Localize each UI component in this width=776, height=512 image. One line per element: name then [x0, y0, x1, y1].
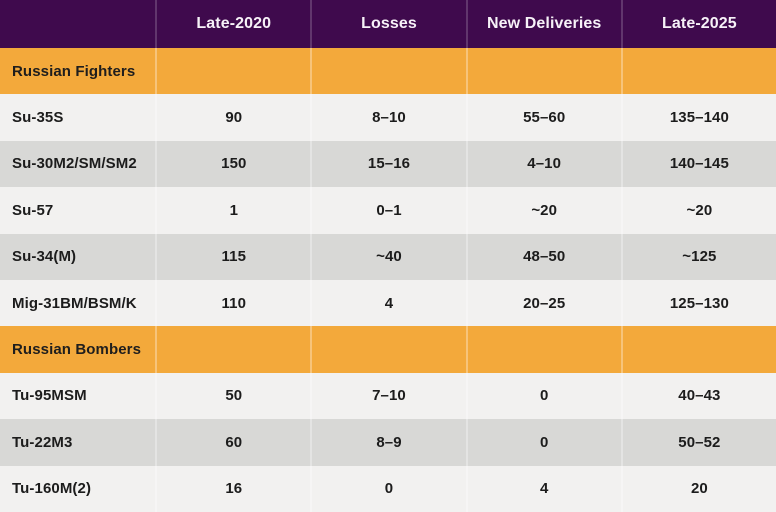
cell-value: 20 [620, 465, 776, 512]
column-header-late-2025: Late-2025 [620, 0, 776, 48]
section-header-spacer [310, 326, 466, 373]
cell-value: ~20 [465, 187, 621, 234]
cell-value: ~40 [310, 233, 466, 280]
row-label: Su-34(M) [0, 233, 156, 280]
section-header-spacer [155, 48, 311, 95]
row-label: Su-35S [0, 94, 156, 141]
cell-value: ~20 [620, 187, 776, 234]
cell-value: 4 [310, 280, 466, 327]
row-label: Tu-22M3 [0, 419, 156, 466]
cell-value: ~125 [620, 233, 776, 280]
cell-value: 4–10 [465, 140, 621, 188]
cell-value: 135–140 [620, 94, 776, 141]
cell-value: 90 [155, 94, 311, 141]
cell-value: 125–130 [620, 280, 776, 327]
cell-value: 50–52 [620, 419, 776, 466]
row-label: Su-30M2/SM/SM2 [0, 140, 156, 188]
section-header-russian-bombers: Russian Bombers [0, 326, 156, 373]
cell-value: 50 [155, 372, 311, 420]
cell-value: 0 [465, 372, 621, 420]
section-header-spacer [620, 326, 776, 373]
cell-value: 8–9 [310, 419, 466, 466]
cell-value: 110 [155, 280, 311, 327]
cell-value: 4 [465, 465, 621, 512]
row-label: Mig-31BM/BSM/K [0, 280, 156, 327]
cell-value: 7–10 [310, 372, 466, 420]
cell-value: 16 [155, 465, 311, 512]
section-header-spacer [465, 326, 621, 373]
cell-value: 140–145 [620, 140, 776, 188]
column-header-losses: Losses [310, 0, 466, 48]
cell-value: 1 [155, 187, 311, 234]
section-header-russian-fighters: Russian Fighters [0, 48, 156, 95]
column-header-blank [0, 0, 156, 48]
cell-value: 0 [465, 419, 621, 466]
section-header-spacer [310, 48, 466, 95]
cell-value: 8–10 [310, 94, 466, 141]
cell-value: 55–60 [465, 94, 621, 141]
cell-value: 40–43 [620, 372, 776, 420]
cell-value: 15–16 [310, 140, 466, 188]
row-label: Tu-95MSM [0, 372, 156, 420]
row-label: Tu-160M(2) [0, 465, 156, 512]
row-label: Su-57 [0, 187, 156, 234]
section-header-spacer [465, 48, 621, 95]
section-header-spacer [620, 48, 776, 95]
cell-value: 0 [310, 465, 466, 512]
cell-value: 60 [155, 419, 311, 466]
cell-value: 0–1 [310, 187, 466, 234]
cell-value: 20–25 [465, 280, 621, 327]
column-header-new-deliveries: New Deliveries [465, 0, 621, 48]
section-header-spacer [155, 326, 311, 373]
column-header-late-2020: Late-2020 [155, 0, 311, 48]
cell-value: 115 [155, 233, 311, 280]
cell-value: 48–50 [465, 233, 621, 280]
cell-value: 150 [155, 140, 311, 188]
